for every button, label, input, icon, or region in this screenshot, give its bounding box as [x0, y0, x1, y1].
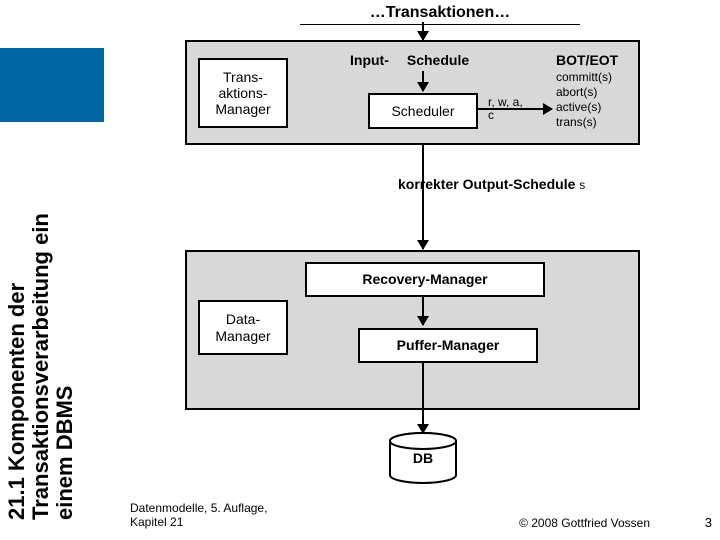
- data-mgr-label-text: Data- Manager: [215, 311, 270, 343]
- footer-left-line2: Kapitel 21: [130, 516, 267, 530]
- korrekt-text: korrekter Output-Schedule: [398, 176, 575, 192]
- rwac-label: r, w, a, c: [488, 96, 523, 122]
- ops-item: abort(s): [556, 85, 612, 100]
- accent-bar: [0, 48, 104, 122]
- arrow-tmgr-to-dmgr: [422, 145, 424, 249]
- vtitle-line2: Transaktionsverarbeitung ein: [29, 213, 53, 520]
- footer-right: © 2008 Gottfried Vossen: [519, 516, 650, 530]
- scheduler-label: Scheduler: [391, 103, 454, 119]
- schedule-label-top: Schedule: [407, 52, 469, 68]
- rwac-line2: c: [488, 109, 523, 122]
- recovery-mgr-box: Recovery-Manager: [305, 262, 545, 297]
- ops-item: trans(s): [556, 115, 612, 130]
- input-label: Input-: [350, 52, 389, 68]
- page-number: 3: [705, 515, 712, 530]
- db-label: DB: [388, 450, 458, 466]
- footer-left-line1: Datenmodelle, 5. Auflage,: [130, 502, 267, 516]
- arrow-rec-to-puf: [422, 297, 424, 325]
- scheduler-box: Scheduler: [368, 93, 478, 129]
- ops-item: committ(s): [556, 70, 612, 85]
- puffer-mgr-box: Puffer-Manager: [358, 328, 538, 363]
- data-mgr-label: Data- Manager: [198, 300, 288, 355]
- recovery-mgr-label: Recovery-Manager: [362, 271, 487, 287]
- arrow-into-tmgr: [422, 22, 424, 40]
- puffer-mgr-label: Puffer-Manager: [397, 337, 500, 353]
- ops-item: active(s): [556, 100, 612, 115]
- input-schedule-label: Input- Schedule: [350, 52, 520, 68]
- vtitle-line1: 21.1 Komponenten der: [5, 213, 29, 520]
- vertical-title: 21.1 Komponenten der Transaktionsverarbe…: [5, 213, 78, 520]
- ops-list: committ(s) abort(s) active(s) trans(s): [556, 70, 612, 130]
- top-title: …Transaktionen…: [300, 4, 580, 25]
- arrow-to-db: [422, 363, 424, 433]
- arrow-input-to-scheduler: [422, 71, 424, 91]
- vtitle-line3: einem DBMS: [53, 213, 77, 520]
- trans-mgr-label: Trans- aktions- Manager: [198, 58, 288, 128]
- bot-eot-label: BOT/EOT: [556, 52, 618, 68]
- trans-mgr-label-text: Trans- aktions- Manager: [215, 69, 270, 117]
- footer-left: Datenmodelle, 5. Auflage, Kapitel 21: [130, 502, 267, 530]
- korrekt-output-label: korrekter Output-Schedule s: [398, 176, 585, 192]
- korrekt-suffix: s: [579, 178, 585, 192]
